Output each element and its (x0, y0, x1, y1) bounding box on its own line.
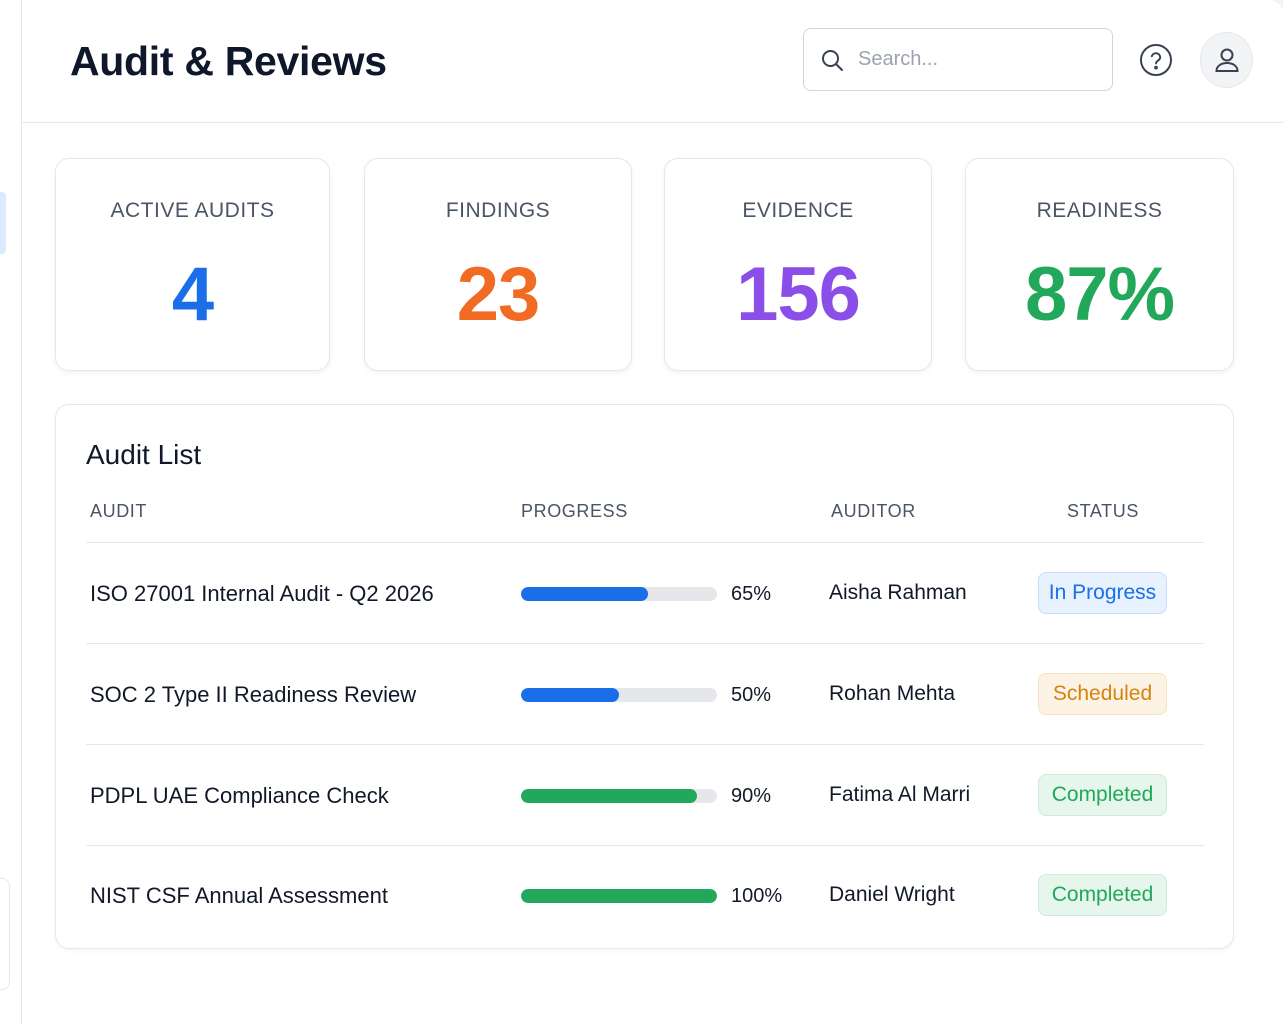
progress-bar (521, 889, 717, 903)
progress-bar-fill (521, 587, 649, 601)
auditor-name: Rohan Mehta (829, 682, 956, 705)
stat-label: EVIDENCE (742, 199, 854, 222)
audit-list-title: Audit List (86, 439, 202, 470)
stat-card-findings[interactable]: FINDINGS 23 (364, 158, 632, 371)
auditor-name: Fatima Al Marri (829, 783, 971, 806)
audit-name[interactable]: ISO 27001 Internal Audit - Q2 2026 (90, 581, 434, 606)
stat-card-readiness[interactable]: READINESS 87% (965, 158, 1234, 371)
top-bar: Audit & Reviews (22, 0, 1283, 123)
progress-bar-fill (521, 688, 619, 702)
main-content: Audit & Reviews ACTIVE AUDITS 4 (22, 0, 1283, 1024)
page-title: Audit & Reviews (70, 38, 387, 84)
audit-list-card: Audit List AUDIT PROGRESS AUDITOR STATUS… (55, 404, 1234, 949)
progress-bar (521, 789, 717, 803)
progress-percent: 50% (731, 684, 772, 706)
stat-card-evidence[interactable]: EVIDENCE 156 (664, 158, 932, 371)
search-input[interactable] (858, 48, 1088, 71)
stat-value: 4 (171, 252, 214, 337)
user-icon (1214, 48, 1239, 72)
help-button[interactable] (1138, 42, 1174, 78)
status-badge[interactable]: Completed (1038, 874, 1167, 916)
progress-percent: 100% (731, 885, 783, 907)
help-circle-icon (1140, 44, 1172, 76)
sidebar-bottom-card (0, 878, 10, 990)
stat-card-active-audits[interactable]: ACTIVE AUDITS 4 (55, 158, 330, 371)
sidebar (0, 0, 22, 1024)
auditor-name: Daniel Wright (829, 883, 955, 906)
search-icon (822, 49, 843, 71)
column-header-progress: PROGRESS (521, 501, 628, 521)
audit-name[interactable]: PDPL UAE Compliance Check (90, 783, 389, 808)
sidebar-active-marker[interactable] (0, 192, 6, 254)
column-header-status: STATUS (1067, 501, 1139, 521)
progress-percent: 90% (731, 785, 772, 807)
stat-value: 87% (1024, 252, 1175, 337)
auditor-name: Aisha Rahman (829, 581, 967, 604)
progress-bar (521, 688, 717, 702)
stat-value: 23 (456, 252, 541, 337)
audit-name[interactable]: SOC 2 Type II Readiness Review (90, 682, 417, 707)
status-badge[interactable]: Completed (1038, 774, 1167, 816)
progress-bar (521, 587, 717, 601)
header-divider (86, 542, 1204, 543)
avatar[interactable] (1200, 32, 1253, 88)
progress-percent: 65% (731, 583, 772, 605)
progress-bar-fill (521, 889, 717, 903)
column-header-auditor: AUDITOR (831, 501, 916, 521)
stat-label: ACTIVE AUDITS (110, 199, 275, 222)
stat-label: READINESS (1036, 199, 1163, 222)
stat-label: FINDINGS (445, 199, 551, 222)
status-badge[interactable]: In Progress (1038, 572, 1167, 614)
status-badge[interactable]: Scheduled (1038, 673, 1167, 715)
table-row[interactable]: SOC 2 Type II Readiness Review 50% Rohan… (86, 644, 1204, 745)
column-header-audit: AUDIT (90, 501, 147, 521)
table-row[interactable]: NIST CSF Annual Assessment 100% Daniel W… (86, 845, 1204, 946)
progress-bar-fill (521, 789, 698, 803)
stat-value: 156 (736, 252, 861, 337)
table-row[interactable]: PDPL UAE Compliance Check 90% Fatima Al … (86, 745, 1204, 846)
audit-name[interactable]: NIST CSF Annual Assessment (90, 883, 388, 908)
table-row[interactable]: ISO 27001 Internal Audit - Q2 2026 65% A… (86, 543, 1204, 644)
search-box[interactable] (803, 28, 1113, 91)
